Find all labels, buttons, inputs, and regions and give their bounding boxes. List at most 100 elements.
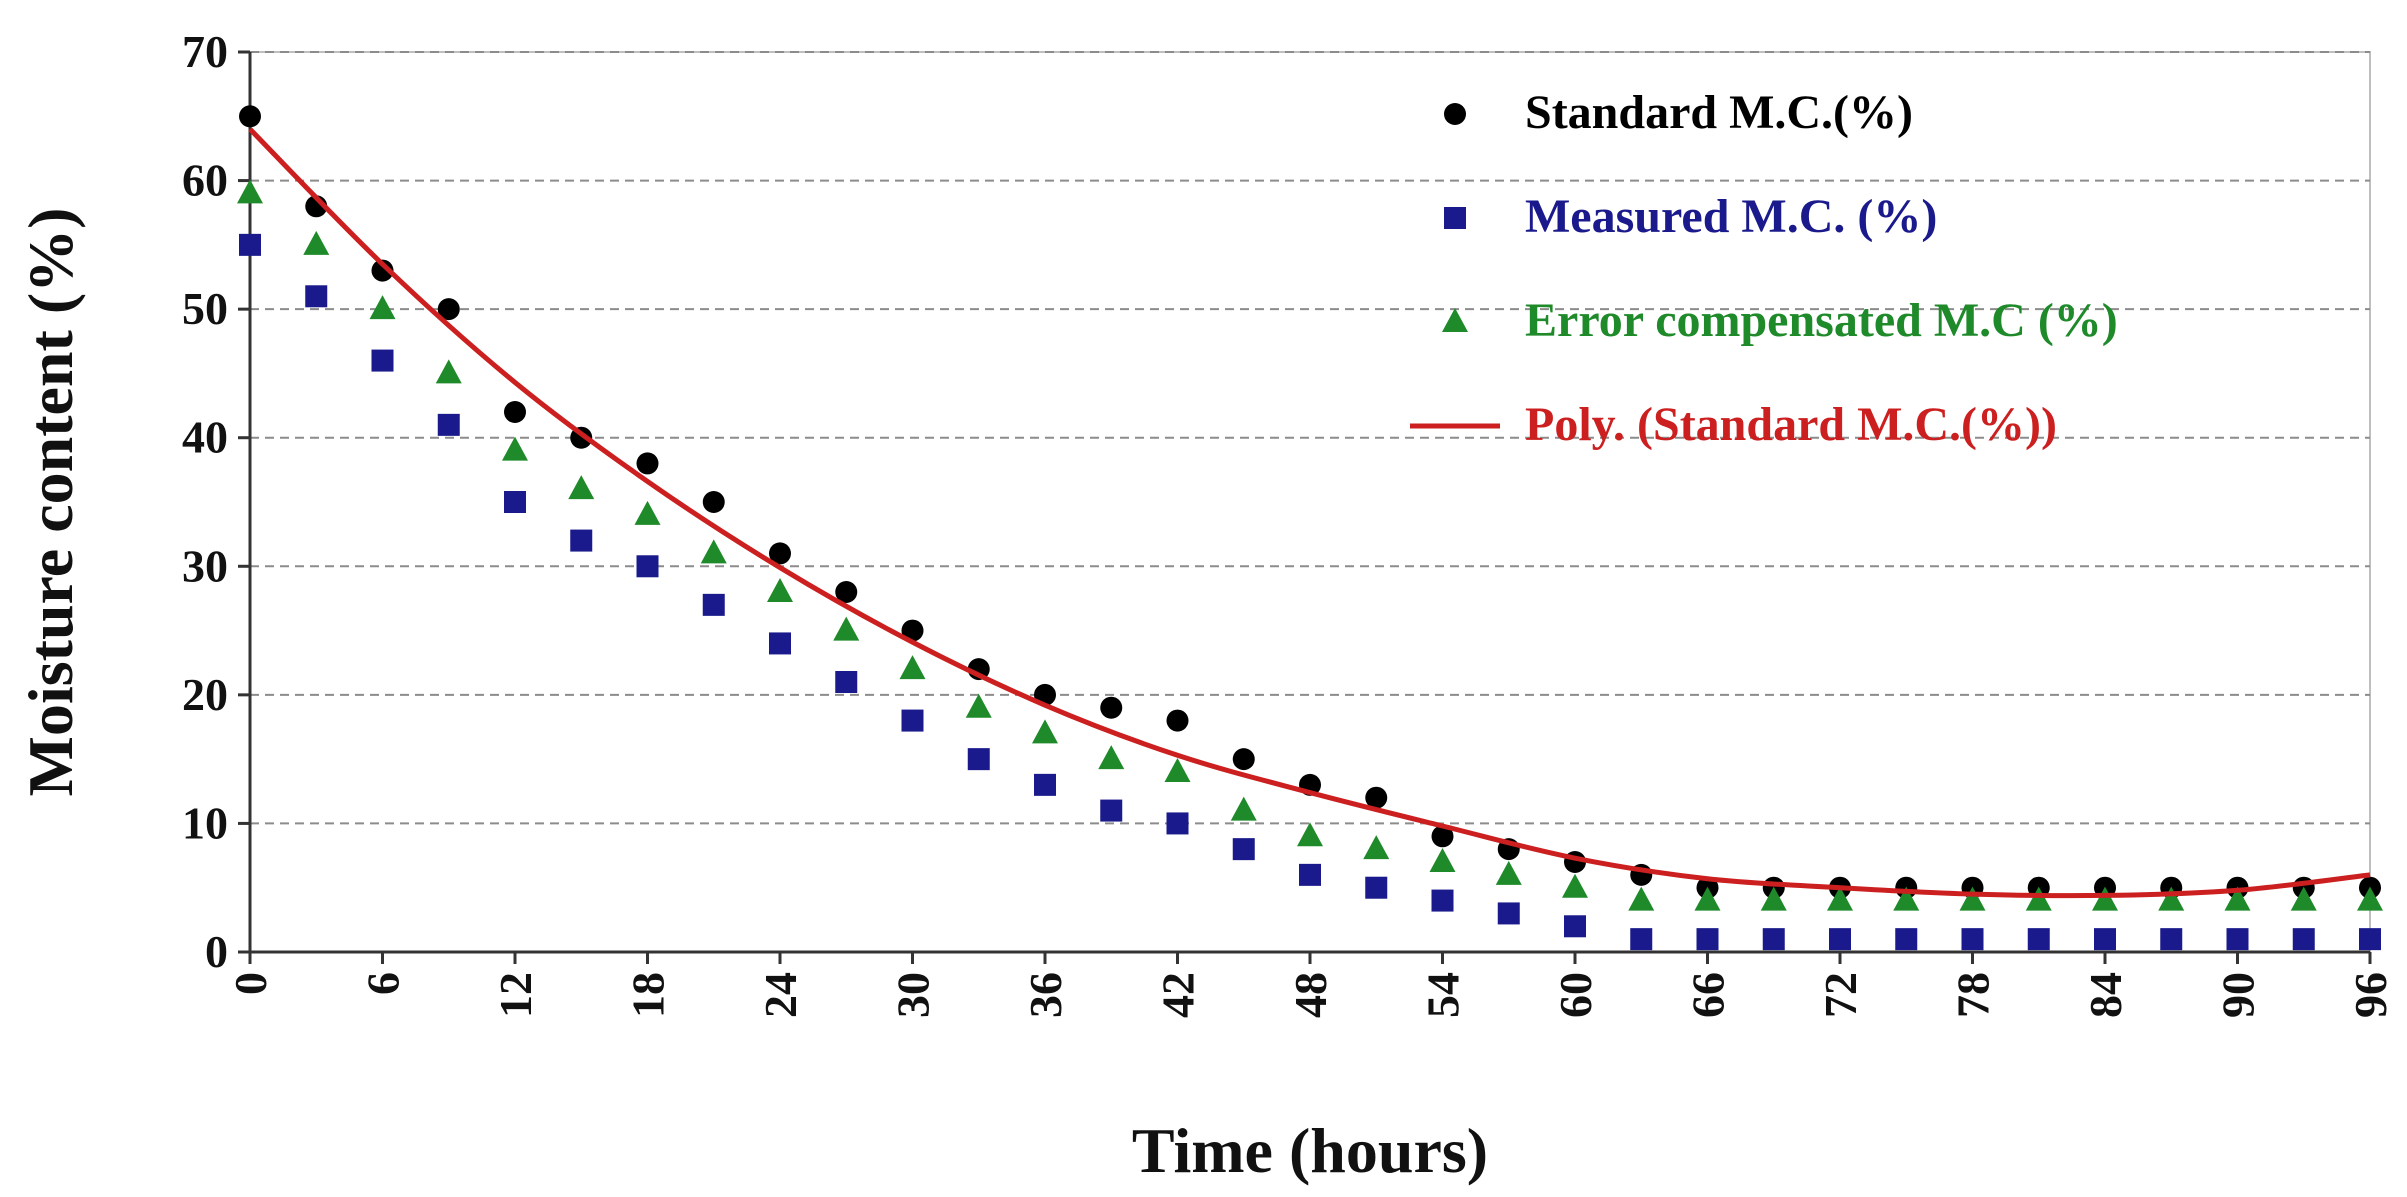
measured-point [967, 748, 990, 771]
x-tick-label: 12 [490, 972, 541, 1018]
standard-point [769, 542, 791, 565]
x-tick-label: 30 [888, 972, 939, 1018]
y-tick-label: 10 [182, 797, 228, 848]
error-compensated-point [1098, 745, 1125, 770]
legend-label: Standard M.C.(%) [1525, 86, 1913, 139]
y-tick-label: 60 [182, 155, 228, 206]
measured-point [1497, 902, 1520, 925]
standard-point [636, 452, 659, 475]
measured-point [1166, 812, 1189, 835]
standard-point [371, 259, 394, 282]
measured-point [2160, 928, 2183, 951]
error-compensated-point [502, 436, 528, 461]
error-compensated-point [2025, 886, 2052, 911]
measured-point [1034, 773, 1056, 796]
x-tick-label: 60 [1550, 972, 1601, 1018]
error-compensated-point [2357, 886, 2383, 911]
y-tick-label: 50 [182, 283, 228, 334]
standard-point [504, 401, 526, 423]
error-compensated-point [2290, 886, 2317, 911]
x-tick-label: 90 [2213, 972, 2264, 1018]
measured-point [1299, 863, 1321, 886]
standard-point [239, 105, 261, 128]
x-tick-label: 72 [1815, 972, 1866, 1018]
error-compensated-point [1760, 886, 1787, 911]
standard-point [1100, 696, 1123, 719]
y-tick-label: 70 [182, 26, 228, 77]
error-compensated-point [1694, 886, 1721, 911]
measured-point [1762, 928, 1785, 951]
error-compensated-point [700, 539, 727, 564]
measured-point [2292, 928, 2315, 951]
poly-trendline [248, 127, 2371, 899]
legend: Standard M.C.(%) Measured M.C. (%) Error c… [1410, 86, 2118, 451]
y-axis-ticks: 0 10 20 30 40 50 60 70 [182, 26, 250, 977]
series-error-compensated-mc [237, 179, 2383, 911]
data-series [237, 105, 2383, 951]
error-compensated-point [1827, 886, 1853, 911]
measured-point [1829, 928, 1851, 951]
error-compensated-point [303, 230, 330, 255]
measured-point [901, 709, 924, 732]
standard-point [437, 298, 460, 321]
measured-point [1696, 928, 1719, 951]
x-tick-label: 0 [225, 972, 276, 995]
measured-point [2226, 928, 2249, 951]
error-compensated-point [1628, 886, 1655, 911]
measured-point [371, 349, 394, 372]
y-tick-label: 0 [205, 926, 228, 977]
x-tick-label: 96 [2345, 972, 2396, 1018]
triangle-marker-icon [1442, 308, 1468, 332]
measured-point [835, 671, 858, 693]
measured-point [2094, 928, 2116, 951]
standard-point [1431, 825, 1454, 848]
error-compensated-point [435, 359, 462, 384]
measured-point [1961, 928, 1984, 951]
measured-point [636, 555, 659, 578]
error-compensated-point [1297, 822, 1323, 847]
x-tick-label: 54 [1418, 972, 1469, 1018]
series-poly-trendline [248, 127, 2371, 899]
measured-point [239, 233, 261, 256]
error-compensated-point [237, 179, 263, 204]
legend-error-compensated: Error compensated M.C (%) [1442, 294, 2118, 347]
x-axis-title: Time (hours) [1132, 1115, 1488, 1186]
y-tick-label: 30 [182, 540, 228, 591]
standard-point [901, 619, 924, 642]
error-compensated-point [965, 693, 992, 718]
x-axis-ticks: 0 6 12 18 24 30 36 42 48 54 60 66 72 78 84 90 96 [225, 952, 2396, 1018]
legend-standard: Standard M.C.(%) [1444, 86, 1913, 139]
legend-label: Error compensated M.C (%) [1525, 294, 2118, 347]
standard-point [702, 491, 725, 513]
error-compensated-point [1562, 873, 1588, 898]
error-compensated-point [369, 295, 396, 320]
error-compensated-point [568, 475, 595, 500]
error-compensated-point [2092, 886, 2118, 911]
x-tick-label: 66 [1683, 972, 1734, 1018]
plot-area-border [249, 51, 2371, 953]
error-compensated-point [1429, 848, 1456, 872]
error-compensated-point [833, 616, 860, 641]
measured-point [437, 413, 460, 436]
measured-point [2027, 928, 2050, 951]
legend-measured: Measured M.C. (%) [1444, 190, 1937, 243]
measured-point [1895, 928, 1918, 951]
standard-point [835, 581, 858, 603]
error-compensated-point [1893, 886, 1920, 911]
circle-marker-icon [1444, 103, 1466, 125]
y-axis-title: Moisture content (%) [15, 208, 86, 797]
measured-point [570, 529, 593, 552]
x-tick-label: 18 [623, 972, 674, 1018]
error-compensated-point [767, 578, 793, 602]
measured-point [1630, 928, 1653, 951]
measured-point [2359, 928, 2381, 951]
y-tick-label: 40 [182, 412, 228, 463]
measured-point [504, 491, 526, 513]
standard-point [1232, 748, 1255, 771]
error-compensated-point [634, 500, 661, 525]
x-tick-label: 24 [755, 972, 806, 1018]
measured-point [1365, 876, 1388, 899]
measured-point [769, 632, 791, 655]
legend-label: Measured M.C. (%) [1525, 190, 1937, 243]
